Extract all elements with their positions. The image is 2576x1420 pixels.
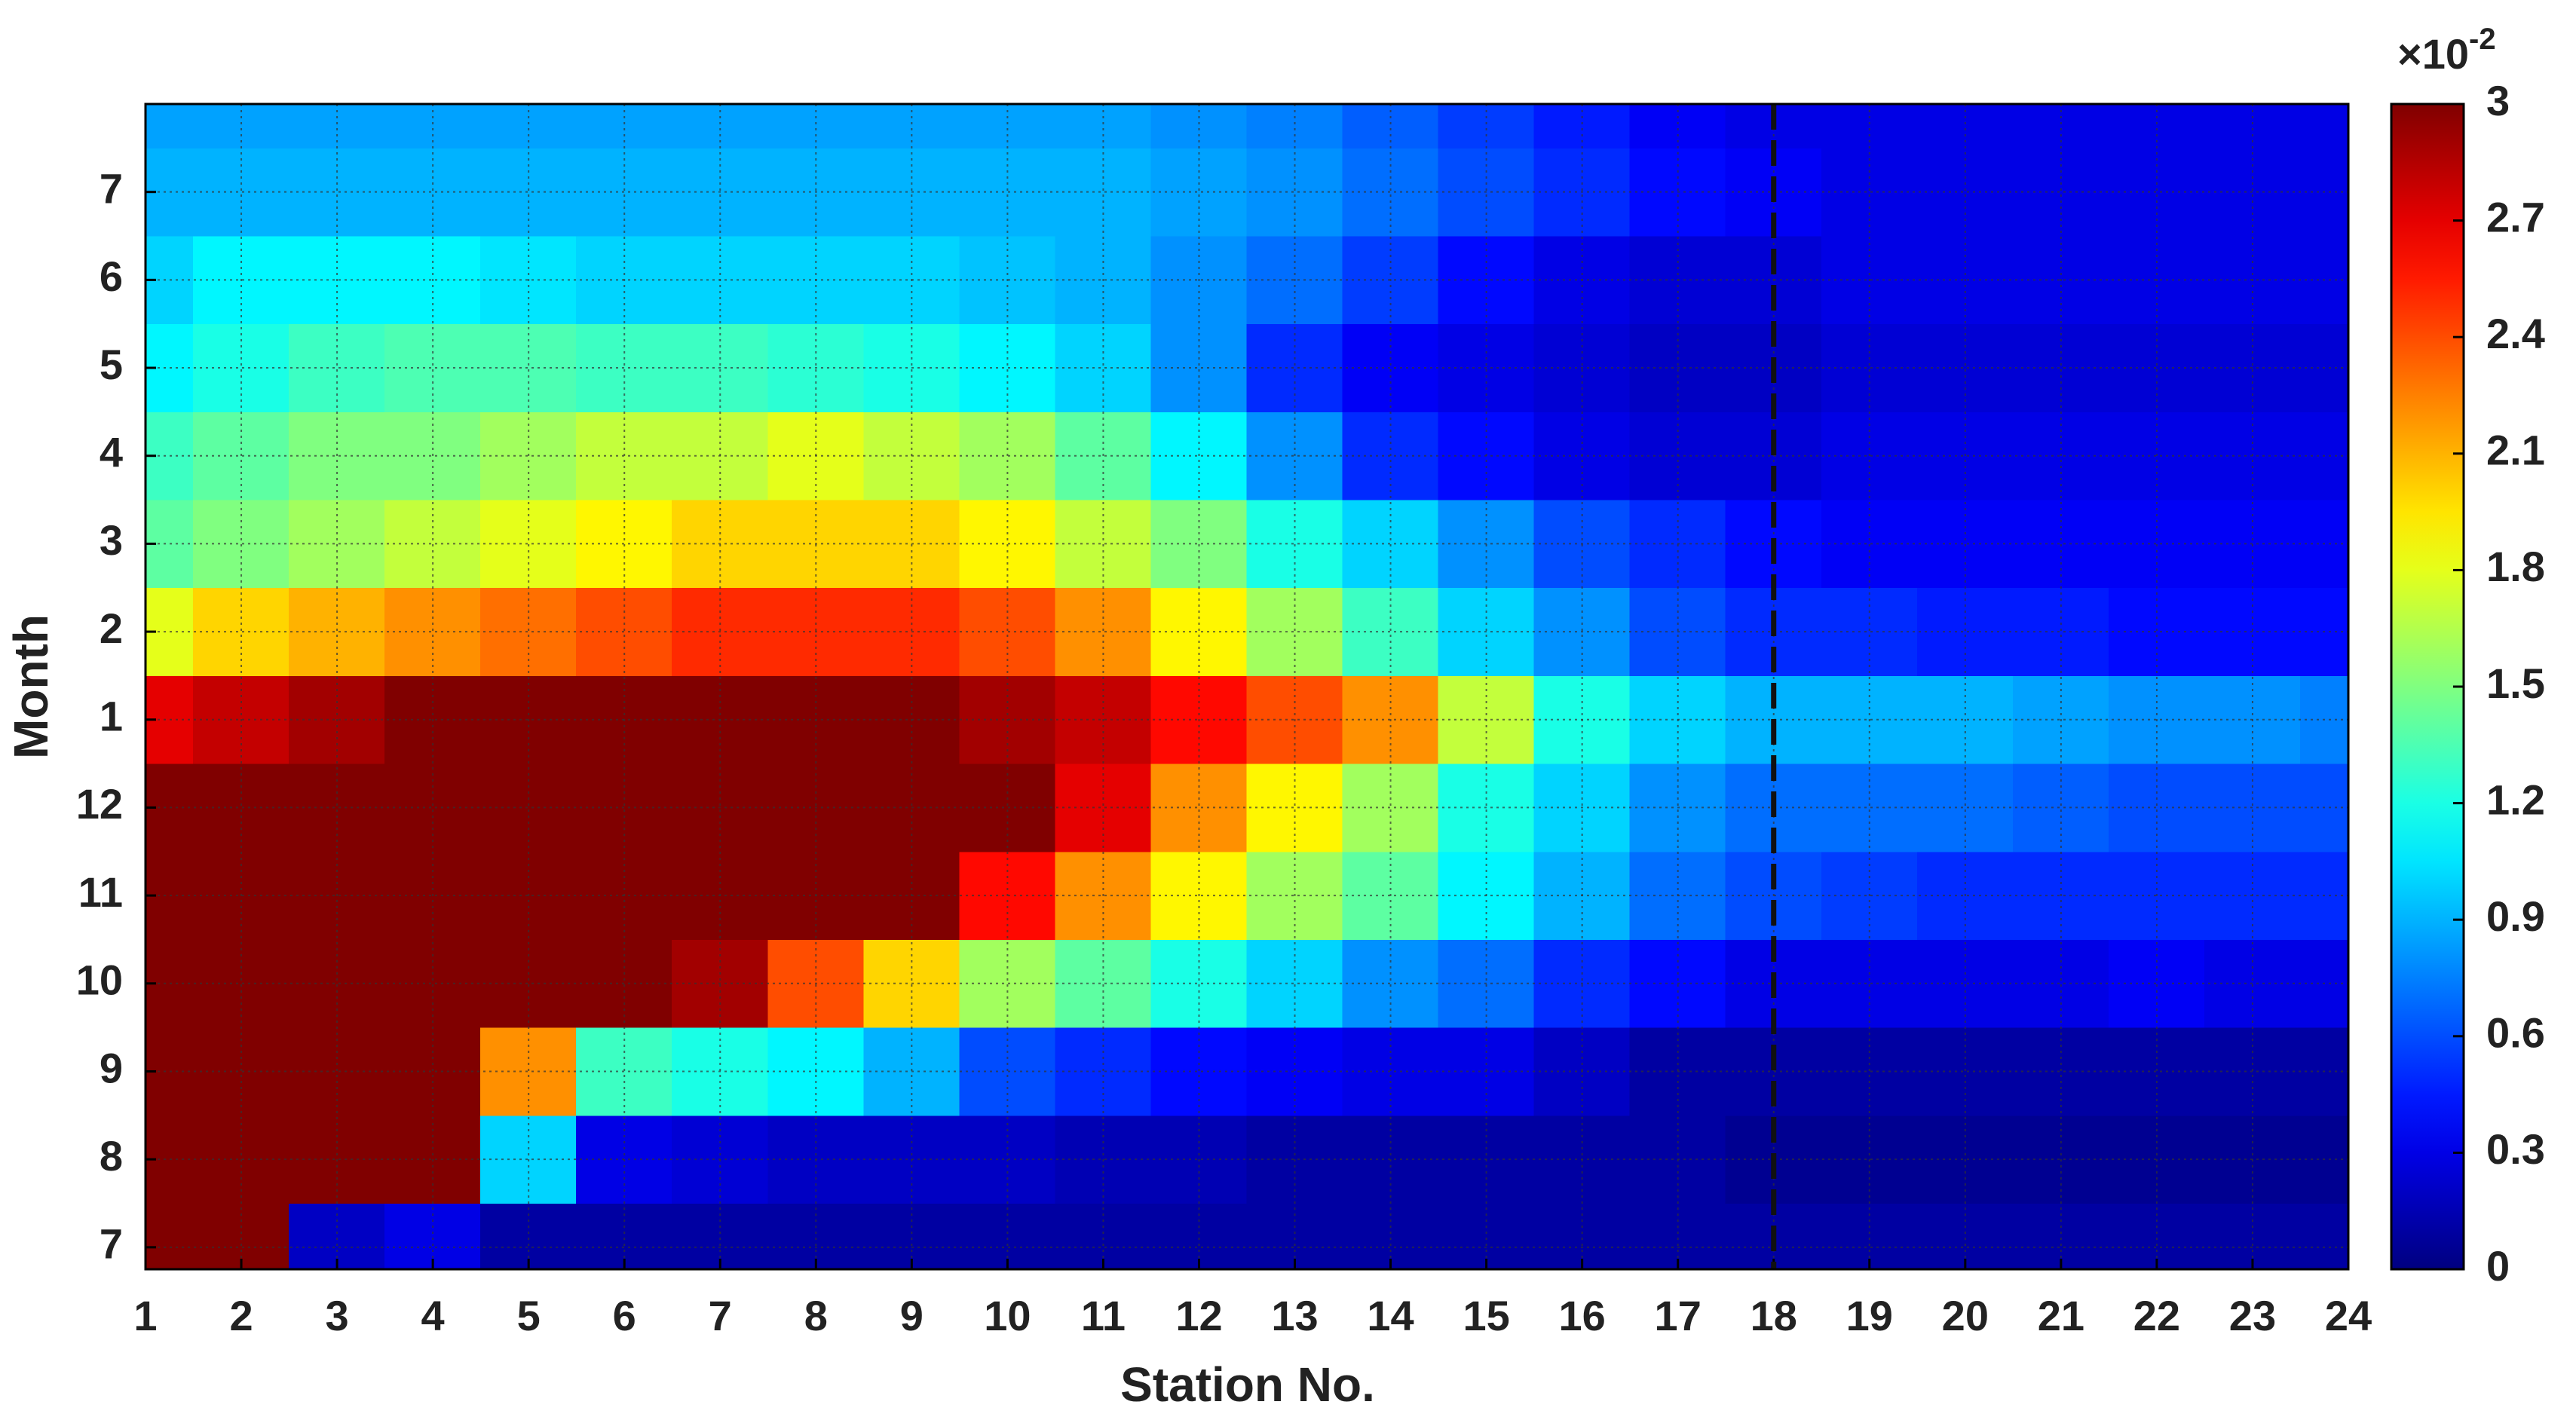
- x-tick-label: 3: [326, 1292, 349, 1339]
- colorbar-tick-label: 0.3: [2486, 1125, 2545, 1173]
- heatmap: [145, 104, 2348, 1269]
- colorbar: [2390, 103, 2465, 1271]
- x-tick-label: 17: [1655, 1292, 1702, 1339]
- y-tick-label: 4: [100, 429, 123, 476]
- colorbar-tick-label: 0.9: [2486, 892, 2545, 940]
- x-tick-label: 24: [2325, 1292, 2372, 1339]
- y-tick-label: 12: [76, 780, 123, 828]
- x-tick-label: 6: [613, 1292, 636, 1339]
- colorbar-tick-label: 1.8: [2486, 543, 2545, 590]
- y-tick-label: 7: [100, 1220, 123, 1268]
- x-tick-label: 4: [421, 1292, 445, 1339]
- x-tick-label: 9: [900, 1292, 924, 1339]
- colorbar-tick-label: 2.1: [2486, 427, 2545, 474]
- y-tick-label: 9: [100, 1044, 123, 1091]
- colorbar-tick-label: 2.4: [2486, 310, 2545, 357]
- x-tick-label: 13: [1271, 1292, 1318, 1339]
- heatmap-cell: [2299, 1202, 2348, 1269]
- y-tick-label: 1: [100, 693, 123, 740]
- x-tick-label: 16: [1559, 1292, 1606, 1339]
- x-tick-label: 19: [1846, 1292, 1893, 1339]
- x-tick-label: 23: [2229, 1292, 2276, 1339]
- x-tick-label: 2: [229, 1292, 253, 1339]
- y-tick-label: 8: [100, 1132, 123, 1180]
- y-tick-label: 6: [100, 252, 123, 300]
- colorbar-tick-label: 3: [2486, 77, 2510, 124]
- x-tick-label: 5: [517, 1292, 541, 1339]
- multiplier-base: ×10: [2397, 30, 2469, 78]
- multiplier-exponent: -2: [2469, 23, 2496, 56]
- plot-frame: [144, 103, 2350, 1271]
- heatmap-cell: [145, 104, 195, 148]
- x-tick-label: 15: [1463, 1292, 1509, 1339]
- y-axis-label: Month: [4, 614, 58, 759]
- y-tick-label: 3: [100, 516, 123, 564]
- heatmap-cell: [145, 1202, 195, 1269]
- heatmap-cell: [2299, 104, 2348, 148]
- x-tick-label: 18: [1751, 1292, 1797, 1339]
- x-tick-label: 14: [1367, 1292, 1414, 1339]
- colorbar-tick-label: 0: [2486, 1242, 2510, 1290]
- y-tick-label: 10: [76, 956, 123, 1004]
- colorbar-tick-label: 0.6: [2486, 1009, 2545, 1057]
- x-tick-label: 20: [1942, 1292, 1989, 1339]
- x-tick-label: 11: [1081, 1292, 1126, 1339]
- colorbar-multiplier: ×10-2: [2397, 23, 2496, 78]
- colorbar-tick-label: 1.5: [2486, 660, 2545, 707]
- x-axis-label: Station No.: [1120, 1357, 1375, 1412]
- colorbar-tick-label: 2.7: [2486, 193, 2545, 240]
- x-tick-label: 12: [1175, 1292, 1222, 1339]
- y-tick-label: 2: [100, 604, 123, 652]
- x-tick-label: 21: [2038, 1292, 2084, 1339]
- y-tick-label: 11: [78, 868, 123, 916]
- y-tick-label: 5: [100, 341, 123, 388]
- x-tick-label: 1: [133, 1292, 157, 1339]
- colorbar-tick-label: 1.2: [2486, 776, 2545, 823]
- x-tick-label: 22: [2133, 1292, 2180, 1339]
- y-tick-label: 7: [100, 164, 123, 212]
- x-tick-label: 8: [804, 1292, 828, 1339]
- x-tick-label: 10: [984, 1292, 1031, 1339]
- x-tick-label: 7: [709, 1292, 732, 1339]
